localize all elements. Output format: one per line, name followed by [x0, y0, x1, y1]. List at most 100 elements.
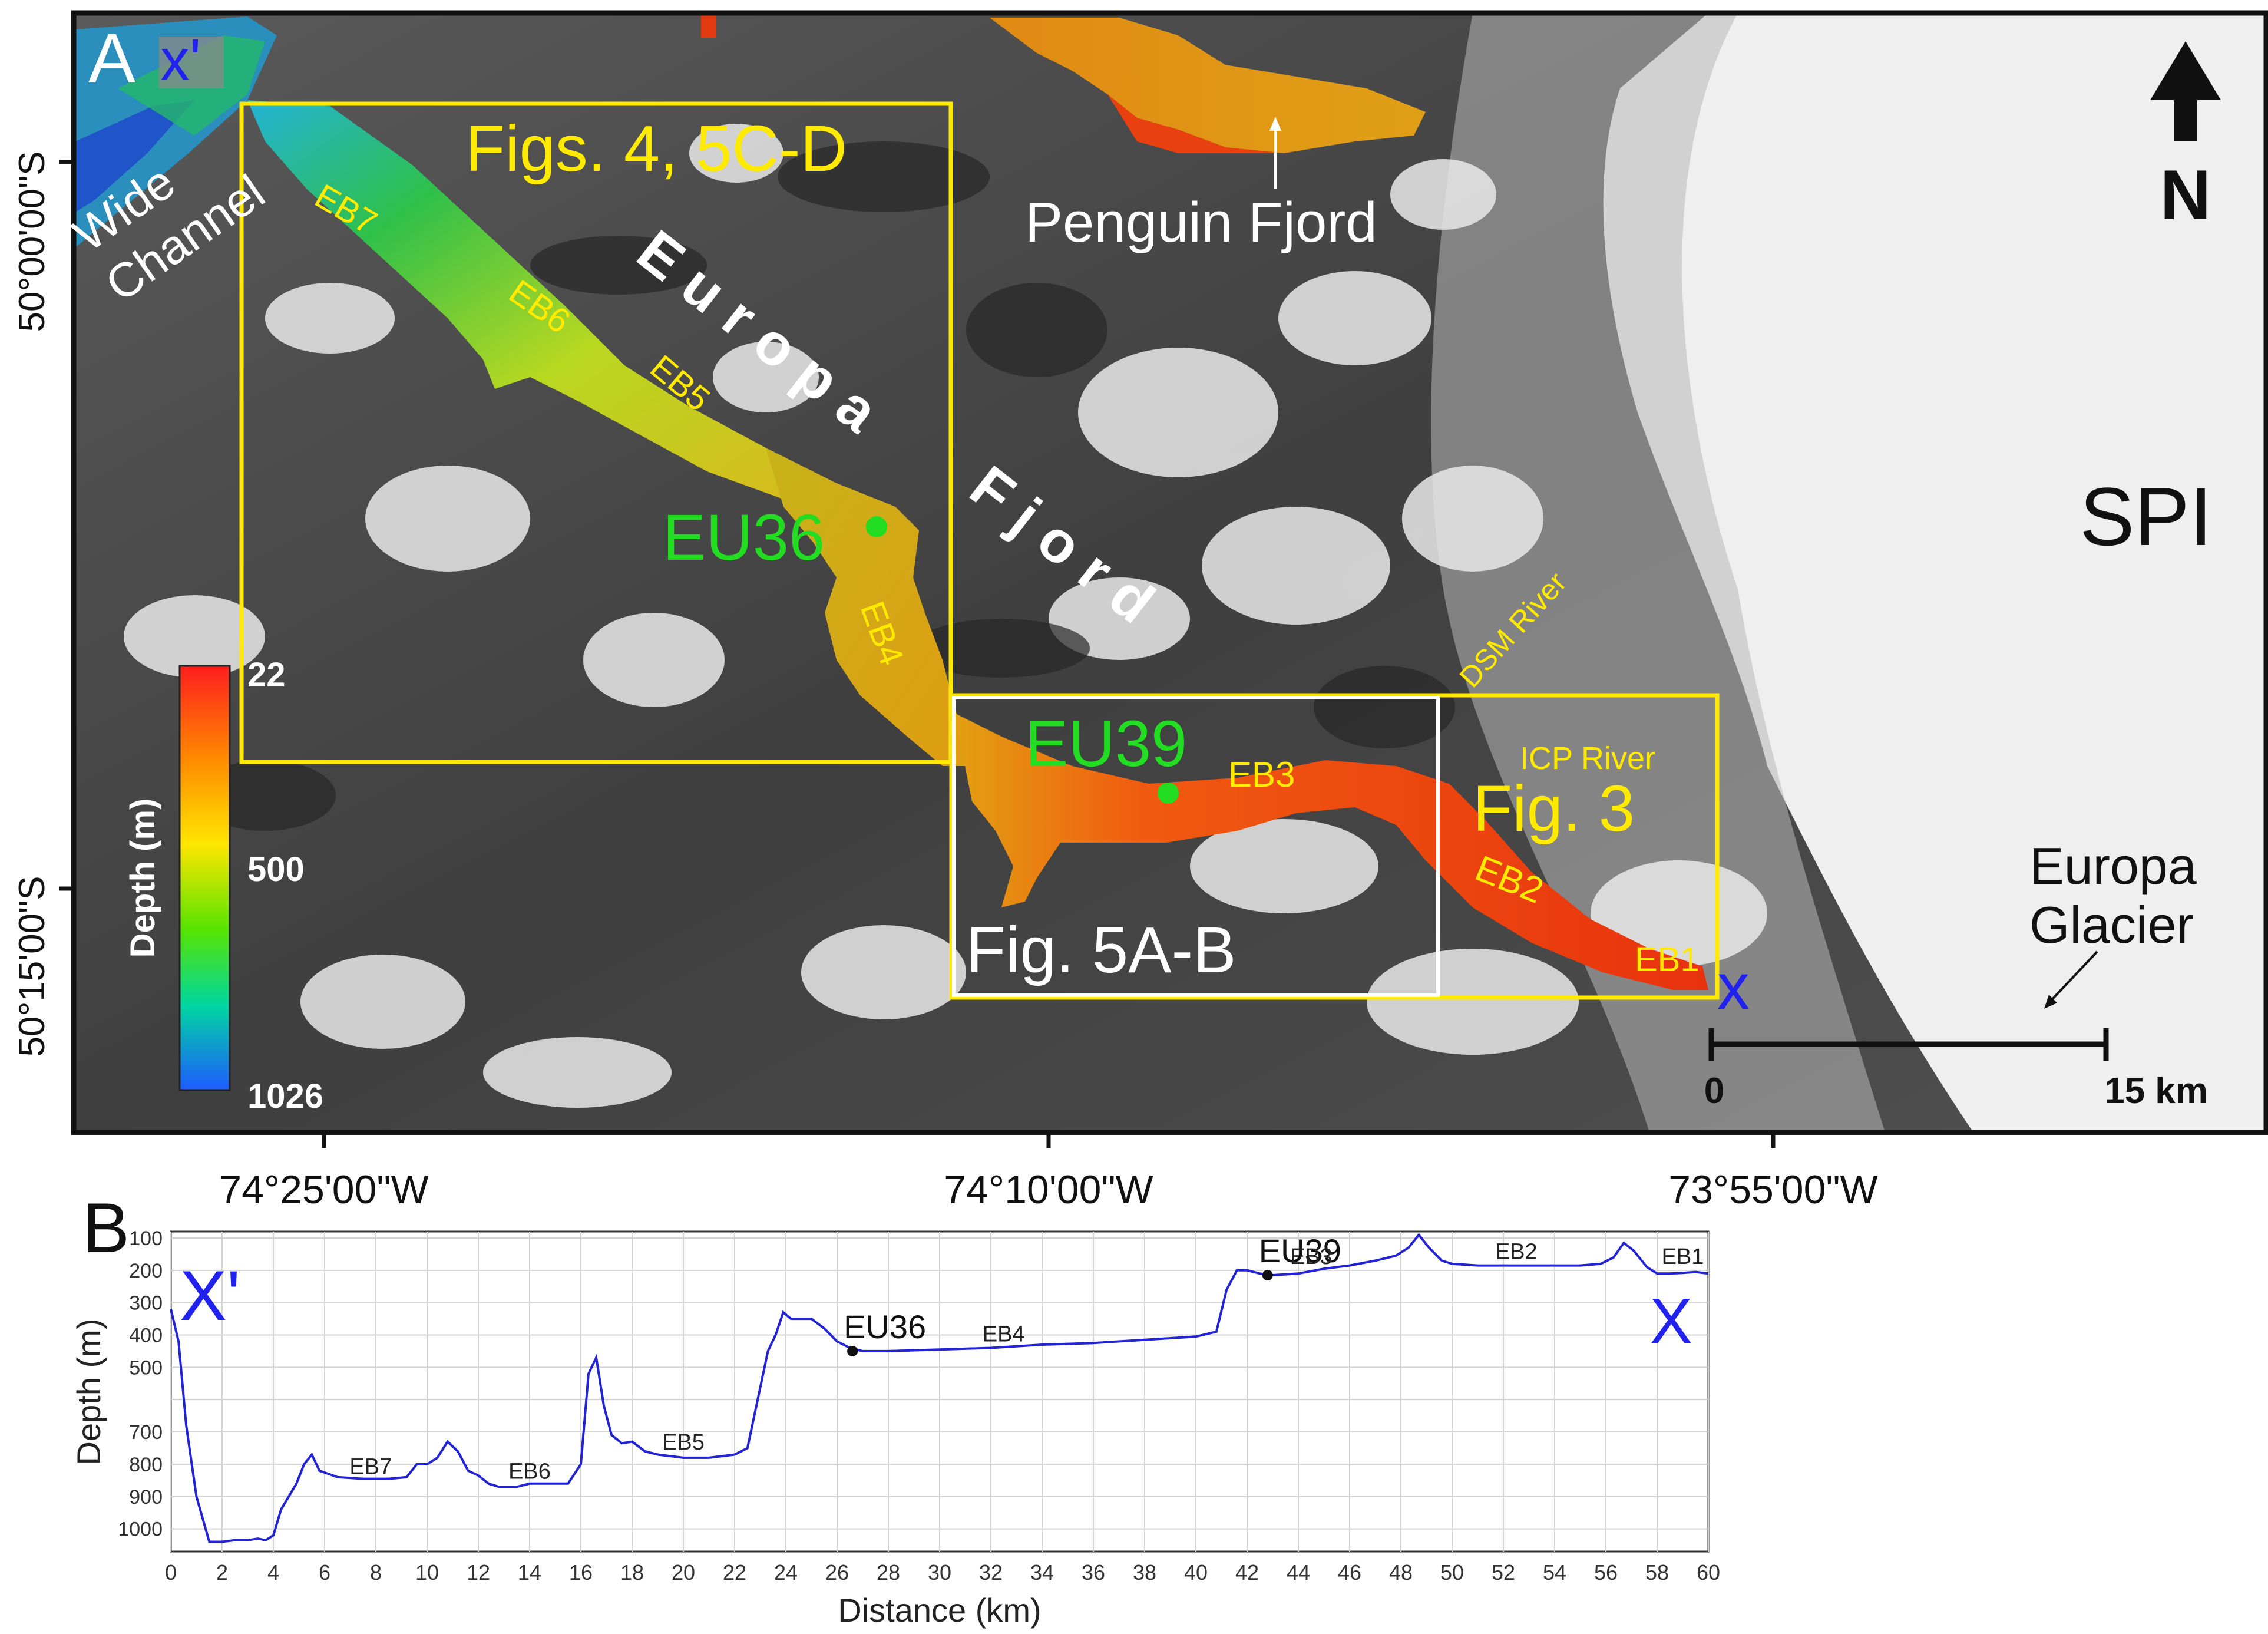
x-prime-label: x'	[160, 27, 201, 93]
x-tick-label: 38	[1133, 1560, 1156, 1585]
penguin-pointer-head	[1269, 117, 1281, 131]
north-arrow-icon	[2150, 41, 2221, 141]
basin-label: EB1	[1662, 1245, 1704, 1269]
x-tick-label: 0	[165, 1560, 177, 1585]
colorbar-mid-label: 500	[247, 850, 305, 889]
panel-a-letter: A	[88, 19, 135, 98]
colorbar-min-label: 22	[247, 656, 286, 694]
basin-eb1-label: EB1	[1635, 940, 1700, 979]
y-tick-label: 500	[129, 1356, 163, 1379]
y-tick-label: 200	[129, 1260, 163, 1282]
ice-field-transition	[1431, 13, 1885, 1133]
x-tick-label: 56	[1594, 1560, 1618, 1585]
europa-glacier-label-1: Europa	[2029, 837, 2197, 895]
glacier-pointer-arrow	[2046, 950, 2098, 1006]
profile-end-label: X	[1649, 1285, 1692, 1358]
x-tick-label: 14	[518, 1560, 541, 1585]
basin-annotations: EB7 EB6 EB5 EB4 EB3 EB2 EB1	[349, 1240, 1704, 1484]
shadow-patches	[194, 141, 1455, 831]
colorbar-title: Depth (m)	[124, 798, 162, 958]
core-eu39-label: EU39	[1025, 708, 1187, 780]
x-tick-label: 28	[877, 1560, 900, 1585]
box-fig3-label: Fig. 3	[1473, 773, 1635, 845]
y-tick-label: 100	[129, 1227, 163, 1250]
y-tick-label: 300	[129, 1292, 163, 1315]
basin-label: EB3	[1290, 1245, 1333, 1269]
x-tick-label: 32	[979, 1560, 1003, 1585]
x-tick-label: 52	[1492, 1560, 1515, 1585]
europa-glacier-label-2: Glacier	[2029, 896, 2194, 954]
box-fig5ab	[952, 696, 1440, 997]
core-point	[847, 1345, 858, 1356]
x-tick-label: 10	[415, 1560, 439, 1585]
x-tick-label: 18	[620, 1560, 644, 1585]
icp-river-label: ICP River	[1520, 741, 1655, 776]
depth-profile-chart: B 0 2 4 6 8 10 12 14 16 18 20 22 24 26 28 30 32 34 36 38 40 4…	[70, 1189, 1720, 1629]
snow-patches	[124, 124, 1767, 1108]
x-tick-label: 12	[467, 1560, 490, 1585]
wide-channel-deep	[75, 100, 194, 212]
y-tick-label: 900	[129, 1486, 163, 1508]
x-tick-label: 42	[1235, 1560, 1259, 1585]
x-tick-label: 54	[1543, 1560, 1566, 1585]
depth-profile-line	[170, 1233, 1709, 1543]
box-fig5ab-label: Fig. 5A-B	[966, 914, 1236, 986]
x-tick-label: 20	[672, 1560, 695, 1585]
core-point-label: EU39	[1259, 1232, 1341, 1269]
grid	[170, 1232, 1709, 1552]
lon-label-74-25: 74°25'00"W	[219, 1167, 428, 1212]
core-point-label: EU36	[844, 1308, 926, 1345]
core-eu36-label: EU36	[663, 501, 825, 574]
lon-label-73-55: 73°55'00"W	[1668, 1167, 1877, 1212]
box-figs4-5cd	[239, 101, 953, 764]
x-tick-label: 36	[1082, 1560, 1105, 1585]
x-tick-label: 24	[774, 1560, 798, 1585]
lon-label-74-10: 74°10'00"W	[944, 1167, 1153, 1212]
penguin-fjord-label: Penguin Fjord	[1025, 191, 1377, 254]
europa-fjord-nw-bathymetry	[247, 100, 884, 536]
core-eu39-dot	[1158, 783, 1179, 804]
basin-label: EB5	[662, 1430, 705, 1455]
y-tick-label: 400	[129, 1325, 163, 1347]
profile-start-label: X'	[180, 1256, 240, 1335]
y-axis-ticks: 100 200 300 400 500 700 800 900 1000	[118, 1227, 163, 1541]
scale-bar	[1708, 1028, 2109, 1061]
panel-b-letter: B	[82, 1189, 130, 1267]
panel-a-label-bg	[159, 37, 224, 88]
y-axis-label: Depth (m)	[70, 1319, 107, 1465]
x-tick-label: 30	[928, 1560, 951, 1585]
x-tick-label: 4	[267, 1560, 279, 1585]
x-tick-label: 50	[1440, 1560, 1464, 1585]
ice-field	[1603, 13, 2266, 1133]
x-tick-label: 16	[569, 1560, 593, 1585]
scale-end-label: 15 km	[2104, 1071, 2208, 1111]
x-end-label: x	[1717, 950, 1750, 1023]
scale-zero-label: 0	[1704, 1071, 1724, 1111]
box-figs45-label: Figs. 4, 5C-D	[465, 113, 847, 185]
x-tick-label: 26	[825, 1560, 849, 1585]
basin-label: EB2	[1495, 1240, 1538, 1265]
y-tick-label: 800	[129, 1454, 163, 1476]
red-patch-top	[701, 14, 716, 38]
glacier-pointer-head	[2044, 995, 2057, 1009]
basin-label: EB6	[508, 1460, 551, 1484]
lat-label-50-15: 50°15'00"S	[12, 876, 52, 1057]
box-fig3	[949, 693, 1720, 1000]
x-tick-label: 34	[1030, 1560, 1054, 1585]
x-tick-label: 58	[1645, 1560, 1669, 1585]
x-tick-label: 60	[1697, 1560, 1720, 1585]
y-tick-label: 1000	[118, 1519, 163, 1541]
penguin-fjord-edge	[1107, 94, 1284, 153]
x-tick-label: 46	[1338, 1560, 1361, 1585]
x-axis-label: Distance (km)	[838, 1592, 1041, 1629]
lat-label-50-00: 50°00'00"S	[12, 151, 52, 332]
basin-eb3-label: EB3	[1228, 755, 1295, 794]
north-label: N	[2160, 156, 2211, 235]
x-tick-label: 48	[1389, 1560, 1413, 1585]
x-tick-label: 6	[319, 1560, 330, 1585]
depth-colorbar	[178, 665, 231, 1091]
penguin-fjord-bathymetry	[990, 18, 1426, 153]
europa-fjord-mid-bathymetry	[766, 448, 978, 766]
colorbar-max-label: 1026	[247, 1077, 323, 1115]
